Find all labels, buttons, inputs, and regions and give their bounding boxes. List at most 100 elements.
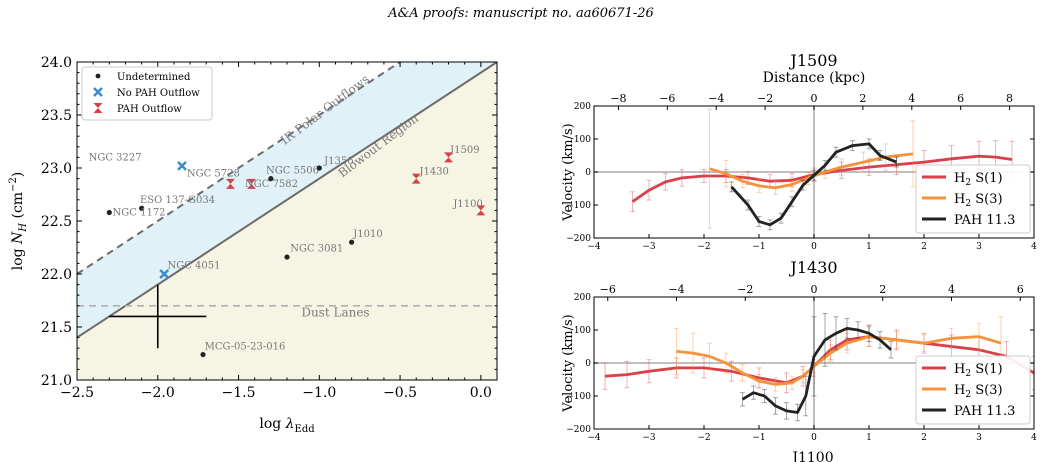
point-label: NGC 5506 bbox=[266, 165, 319, 176]
legend-marker-dot bbox=[95, 73, 101, 79]
y-tick-label: 0 bbox=[585, 168, 591, 178]
panel-title: J1430 bbox=[788, 258, 837, 277]
top-tick-label: 0 bbox=[811, 283, 818, 296]
top-tick-label: −8 bbox=[610, 92, 626, 105]
y-tick-label: 100 bbox=[574, 326, 591, 336]
y-tick-label: 200 bbox=[574, 102, 591, 112]
x-tick-label: 1 bbox=[866, 242, 872, 252]
x-axis-label: log λEdd bbox=[259, 416, 315, 435]
y-tick-label: −200 bbox=[566, 425, 591, 435]
point-marker-undetermined bbox=[284, 254, 290, 260]
x-axis-label-subscript: Edd bbox=[295, 424, 316, 435]
legend-item: PAH 11.3 bbox=[922, 213, 1015, 228]
x-tick-label: −3 bbox=[642, 433, 656, 443]
series-group bbox=[602, 313, 1034, 422]
y-tick-label: −100 bbox=[566, 201, 591, 211]
series-group bbox=[630, 108, 1015, 231]
point-label: ESO 137-G034 bbox=[140, 195, 215, 206]
legend-label: PAH 11.3 bbox=[954, 404, 1015, 419]
x-tick-label: −3 bbox=[642, 242, 656, 252]
legend-item: H2 S(1) bbox=[922, 362, 1003, 379]
x-tick-label: 4 bbox=[1031, 242, 1037, 252]
legend-label-suffix: S(1) bbox=[971, 171, 1002, 186]
x-tick-label: 1 bbox=[866, 433, 872, 443]
series-line bbox=[709, 152, 914, 190]
x-tick-label: −1 bbox=[752, 433, 765, 443]
data-point: NGC 3081 bbox=[284, 244, 343, 260]
point-marker-undetermined bbox=[139, 205, 145, 211]
point-label: NGC 3081 bbox=[290, 244, 343, 255]
point-label: J1010 bbox=[352, 229, 382, 240]
top-tick-label: 6 bbox=[1017, 283, 1024, 296]
point-label: NGC 7582 bbox=[245, 179, 298, 190]
x-tick-label: −0.5 bbox=[383, 385, 417, 401]
point-marker-no-pah bbox=[159, 269, 170, 279]
data-point: J1356 bbox=[316, 156, 354, 171]
point-marker-pah bbox=[225, 178, 235, 189]
series-line bbox=[631, 154, 1013, 203]
point-label: J1356 bbox=[323, 156, 353, 167]
x-tick-label: −4 bbox=[587, 242, 601, 252]
top-tick-label: 4 bbox=[908, 92, 915, 105]
x-tick-label: −2 bbox=[697, 242, 710, 252]
legend-box bbox=[915, 164, 1031, 234]
legend-item: Undetermined bbox=[95, 72, 191, 83]
legend-label-main: H bbox=[954, 383, 965, 398]
legend-label-sub: 2 bbox=[965, 178, 971, 188]
legend-label: PAH 11.3 bbox=[954, 213, 1015, 228]
point-marker-pah bbox=[411, 173, 421, 184]
y-axis-label-subscript: H bbox=[18, 223, 29, 233]
legend-label-main: PAH 11.3 bbox=[954, 404, 1015, 419]
point-marker-no-pah bbox=[177, 160, 187, 171]
data-points: NGC 3227 NGC 4051 NGC 5728 NGC 7582 J1509J14… bbox=[89, 145, 486, 358]
point-marker-pah bbox=[246, 178, 256, 189]
data-point: NGC 5728 bbox=[187, 168, 240, 189]
legend-item: No PAH Outflow bbox=[93, 87, 200, 99]
legend-marker-hourglass bbox=[93, 103, 103, 113]
data-point: MCG-05-23-016 bbox=[200, 341, 286, 358]
y-tick-label: 100 bbox=[574, 135, 591, 145]
point-label: J1100 bbox=[452, 199, 482, 210]
y-tick-label: 0 bbox=[585, 359, 591, 369]
legend-label-main: H bbox=[954, 192, 965, 207]
legend-label: H2 S(3) bbox=[954, 192, 1003, 209]
top-axis-label: Distance (kpc) bbox=[763, 70, 866, 86]
top-tick-label: 2 bbox=[859, 92, 866, 105]
legend-box bbox=[81, 66, 213, 121]
x-tick-label: 3 bbox=[976, 242, 982, 252]
point-label: NGC 3227 bbox=[89, 153, 142, 164]
y-tick-label: 23.5 bbox=[41, 108, 72, 124]
legend-label-sub: 2 bbox=[965, 390, 971, 400]
x-tick-label: 0 bbox=[811, 242, 817, 252]
legend-item: PAH Outflow bbox=[93, 103, 182, 115]
y-axis-label: log NH (cm−2) bbox=[8, 172, 29, 271]
data-point: J1010 bbox=[349, 229, 383, 245]
legend-label-sub: 2 bbox=[965, 199, 971, 209]
point-label: J1509 bbox=[449, 145, 479, 156]
x-axis-label-lambda: λ bbox=[285, 416, 295, 432]
x-tick-label: −2.5 bbox=[60, 385, 94, 401]
data-point: NGC 1172 bbox=[106, 208, 166, 219]
y-tick-label: 24.0 bbox=[41, 55, 72, 71]
point-label: MCG-05-23-016 bbox=[205, 341, 286, 352]
x-tick-label: −2 bbox=[697, 433, 710, 443]
y-axis-label: Velocity (km/s) bbox=[561, 123, 576, 221]
legend-label: PAH Outflow bbox=[117, 104, 182, 115]
legend-item: H2 S(3) bbox=[922, 192, 1003, 209]
j1430-velocity-chart: J1430 −4 −3 −2 −1 0 1 2 3 4 −6 −4 −2 0 2 4 6 −200 −100 0 100… bbox=[561, 258, 1037, 443]
y-tick-label: −200 bbox=[566, 234, 591, 244]
data-point: ESO 137-G034 bbox=[139, 195, 215, 211]
y-tick-label: 23.0 bbox=[41, 161, 72, 177]
data-point: NGC 3227 bbox=[89, 153, 187, 171]
legend-label: No PAH Outflow bbox=[117, 88, 200, 99]
top-tick-label: −4 bbox=[668, 283, 684, 296]
x-tick-label: 0 bbox=[811, 433, 817, 443]
legend-item: PAH 11.3 bbox=[922, 404, 1015, 419]
legend-label-sub: 2 bbox=[965, 369, 971, 379]
series-line bbox=[676, 335, 1002, 386]
legend-label-suffix: S(1) bbox=[971, 362, 1002, 377]
point-label: NGC 1172 bbox=[113, 208, 166, 219]
